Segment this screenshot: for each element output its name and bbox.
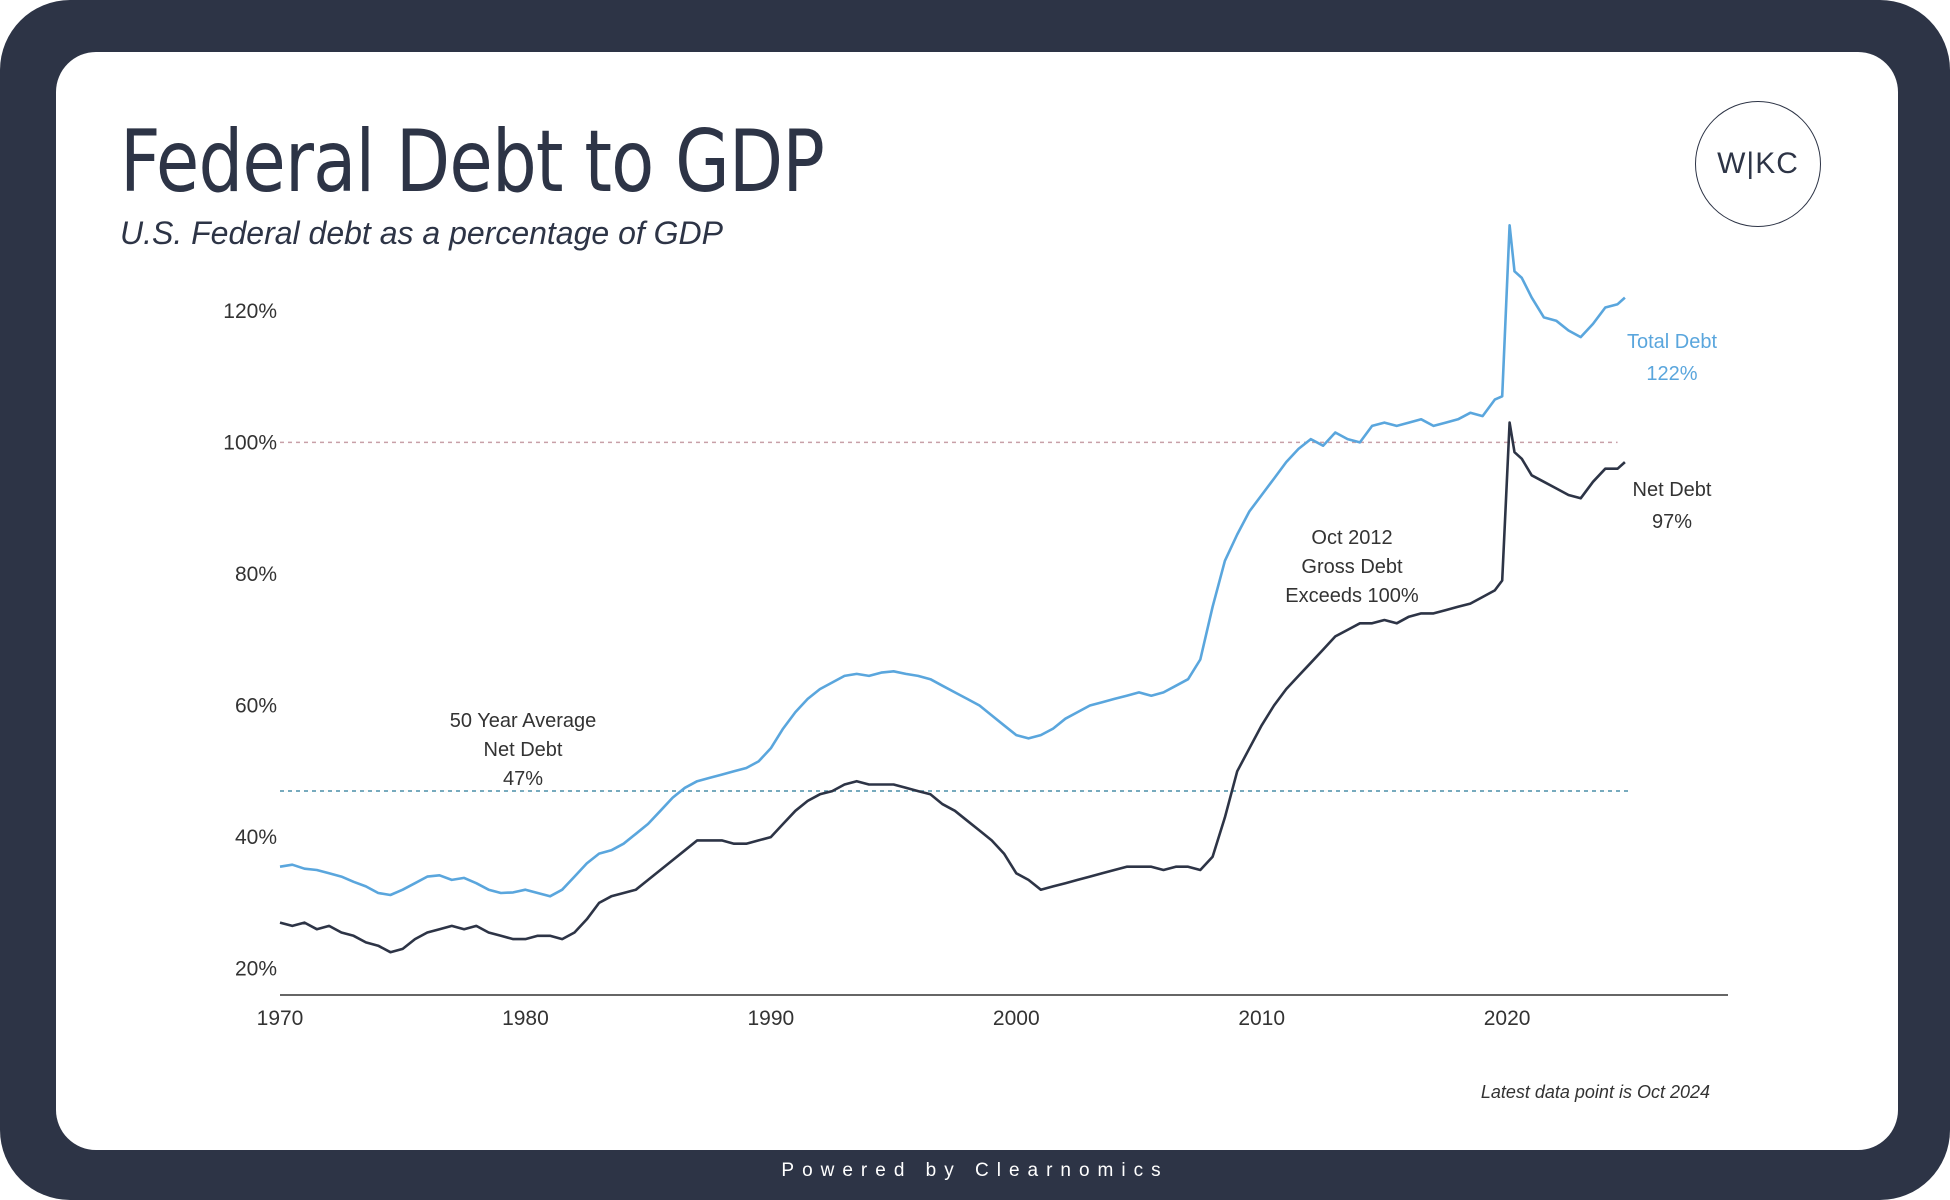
x-tick-label: 2010	[1238, 1007, 1285, 1030]
avg-annotation-line-1: 50 Year Average	[450, 710, 596, 732]
net-debt-value: 97%	[1652, 511, 1692, 533]
avg-annotation-line-3: 47%	[503, 768, 543, 790]
page-subtitle: U.S. Federal debt as a percentage of GDP	[120, 215, 723, 251]
total-debt-line	[279, 224, 1626, 898]
net-debt-label: Net Debt	[1633, 479, 1712, 501]
y-tick-label: 80%	[235, 563, 277, 586]
y-tick-label: 100%	[223, 431, 277, 454]
latest-data-note: Latest data point is Oct 2024	[1481, 1082, 1710, 1102]
page-title: Federal Debt to GDP	[120, 112, 825, 212]
avg-annotation-line-2: Net Debt	[484, 739, 563, 761]
total-debt-label: Total Debt	[1627, 331, 1717, 353]
x-tick-label: 2020	[1484, 1007, 1531, 1030]
x-tick-label: 1990	[747, 1007, 794, 1030]
y-tick-labels: 20% 40% 60% 80% 100% 120%	[223, 300, 277, 981]
oct2012-annotation-line-3: Exceeds 100%	[1285, 585, 1419, 607]
x-tick-label: 2000	[993, 1007, 1040, 1030]
total-debt-value: 122%	[1646, 363, 1697, 385]
y-tick-label: 120%	[223, 300, 277, 323]
net-debt-line	[279, 421, 1626, 954]
reference-lines	[280, 441, 1630, 792]
powered-by-footer: Powered by Clearnomics	[781, 1160, 1169, 1181]
y-tick-label: 40%	[235, 826, 277, 849]
series-layer	[279, 224, 1626, 954]
x-tick-labels: 1970 1980 1990 2000 2010 2020	[257, 1007, 1531, 1030]
oct2012-annotation-line-2: Gross Debt	[1301, 556, 1403, 578]
x-tick-label: 1970	[257, 1007, 304, 1030]
oct2012-annotation-line-1: Oct 2012	[1311, 527, 1392, 549]
wkc-logo: W|KC	[1695, 101, 1821, 227]
y-tick-label: 60%	[235, 695, 277, 718]
y-tick-label: 20%	[235, 958, 277, 981]
chart-card	[56, 52, 1898, 1150]
x-tick-label: 1980	[502, 1007, 549, 1030]
